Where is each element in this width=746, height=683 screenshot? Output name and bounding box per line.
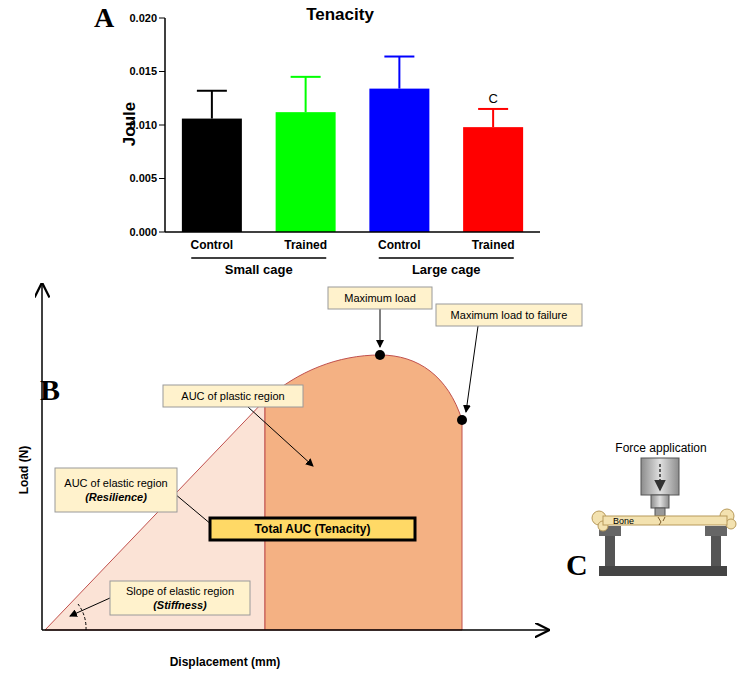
svg-text:Bone: Bone [613,516,634,526]
svg-text:AUC of plastic region: AUC of plastic region [181,390,284,402]
svg-text:Load (N): Load (N) [17,446,31,495]
svg-text:0.010: 0.010 [129,119,157,131]
svg-text:(Resilience): (Resilience) [85,491,147,503]
svg-text:(Stiffness): (Stiffness) [153,599,207,611]
svg-text:Trained: Trained [284,238,327,252]
svg-text:Total AUC (Tenacity): Total AUC (Tenacity) [255,522,371,536]
svg-text:0.015: 0.015 [129,65,157,77]
svg-text:C: C [566,548,588,581]
svg-text:Control: Control [378,238,421,252]
svg-text:C: C [488,91,497,106]
svg-text:Large cage: Large cage [412,262,481,277]
svg-text:Control: Control [191,238,234,252]
svg-text:Force application: Force application [615,441,706,455]
svg-text:Small cage: Small cage [225,262,293,277]
svg-text:Displacement (mm): Displacement (mm) [170,655,281,669]
svg-text:AUC of elastic region: AUC of elastic region [64,477,167,489]
svg-text:Maximum load to failure: Maximum load to failure [451,309,568,321]
svg-text:0.005: 0.005 [129,172,157,184]
svg-text:0.020: 0.020 [129,12,157,24]
svg-text:0.000: 0.000 [129,226,157,238]
svg-text:Maximum load: Maximum load [344,292,416,304]
svg-text:Slope of elastic region: Slope of elastic region [126,585,234,597]
svg-text:Trained: Trained [472,238,515,252]
svg-text:B: B [40,373,60,406]
